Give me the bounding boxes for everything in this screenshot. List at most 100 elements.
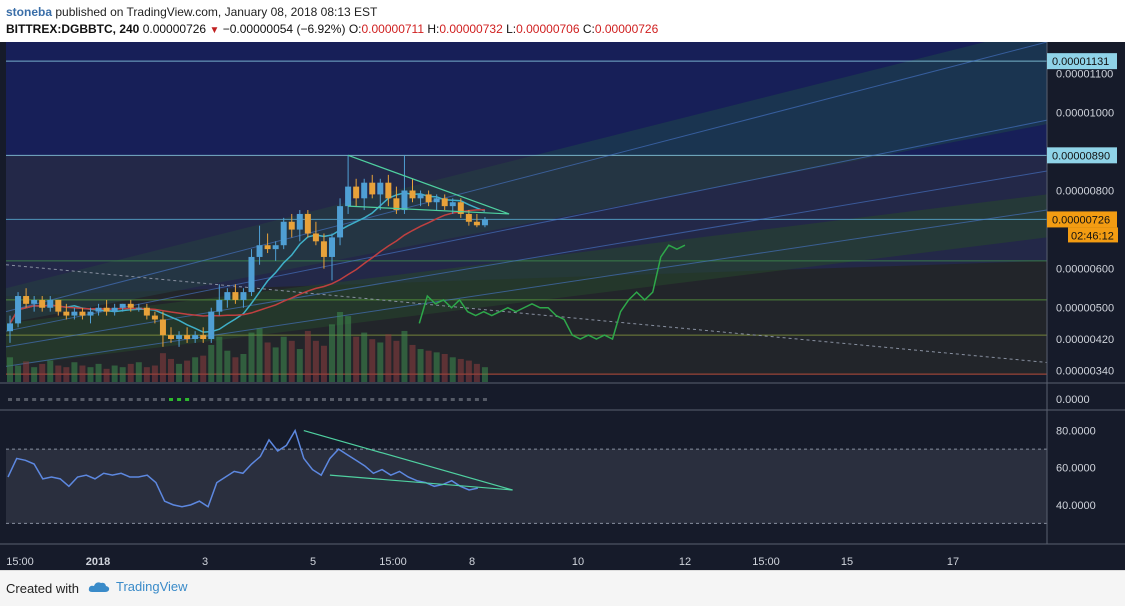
candle-body — [159, 319, 166, 336]
price-tick-label: 0.00001000 — [1056, 107, 1114, 119]
fan-line — [5, 119, 1048, 332]
open-label: O: — [348, 22, 362, 36]
volume-bar — [377, 342, 384, 382]
macd-histogram-bar — [96, 398, 101, 401]
macd-histogram-bar — [201, 398, 206, 401]
time-tick-label: 2018 — [86, 556, 110, 568]
macd-histogram-bar — [362, 398, 367, 401]
candle-body — [63, 311, 70, 316]
volume-bar — [135, 362, 142, 382]
countdown-text: 02:46:12 — [1071, 230, 1114, 242]
time-tick-label: 15 — [841, 556, 853, 568]
candle-body — [224, 292, 231, 300]
time-tick-label: 15:00 — [379, 556, 407, 568]
candle-body — [377, 182, 384, 195]
triangle-pattern — [347, 154, 510, 215]
candle-body — [39, 299, 46, 308]
rsi-pane — [6, 428, 1047, 524]
macd-histogram-bar — [289, 398, 294, 401]
symbol-label: BITTREX:DGBBTC, 240 — [6, 22, 140, 36]
volume-bar — [216, 336, 223, 382]
candle-body — [111, 307, 118, 312]
macd-histogram-bar — [273, 398, 278, 401]
candle-body — [248, 256, 255, 293]
volume-bar — [47, 360, 54, 382]
macd-histogram-bar — [305, 398, 310, 401]
candle-body — [449, 202, 456, 207]
macd-histogram-bar — [394, 398, 399, 401]
macd-histogram-bar — [112, 398, 117, 401]
publish-line: stoneba published on TradingView.com, Ja… — [6, 5, 377, 19]
high-value: 0.00000732 — [439, 22, 503, 36]
rsi-band-fill — [6, 449, 1047, 524]
candle-body — [329, 237, 335, 257]
macd-histogram-bar — [8, 398, 12, 401]
macd-histogram-bar — [482, 398, 487, 401]
volume-bar — [111, 365, 118, 382]
macd-histogram-bar — [160, 398, 165, 401]
price-change: −0.00000054 (−6.92%) — [222, 22, 346, 36]
candle-body — [361, 182, 368, 199]
macd-histogram-bar — [426, 398, 431, 401]
macd-histogram-bar — [474, 398, 479, 401]
volume-bar — [369, 339, 376, 382]
candle-body — [184, 335, 191, 340]
candle-body — [208, 311, 215, 340]
volume-bar — [353, 336, 360, 382]
macd-histogram-bar — [144, 398, 149, 401]
rsi-tick-label: 60.0000 — [1056, 463, 1096, 475]
rsi-line — [7, 428, 478, 508]
chart-area[interactable]: 0.00001100 0.00001000 0.00000800 0.00000600… — [0, 42, 1125, 570]
candle-body — [119, 303, 126, 308]
volume-bar — [95, 363, 102, 382]
macd-histogram-bar — [257, 398, 262, 401]
down-arrow-icon: ▼ — [209, 25, 220, 36]
macd-histogram-bar — [370, 398, 375, 401]
candle-body — [71, 311, 78, 316]
candle-body — [168, 335, 174, 340]
macd-pane — [0, 384, 1125, 410]
macd-histogram-bar — [24, 398, 29, 401]
price-label-text: 0.00000726 — [1052, 214, 1110, 226]
candle-body — [320, 241, 327, 257]
macd-histogram-bar — [177, 398, 182, 401]
macd-histogram-bar — [233, 398, 238, 401]
volume-bar — [409, 344, 416, 382]
macd-histogram-bar — [402, 398, 407, 401]
volume-bar — [23, 361, 30, 382]
volume-bar — [159, 353, 166, 382]
macd-histogram-bar — [193, 398, 198, 401]
volume-bar — [103, 368, 110, 382]
macd-histogram-bar — [72, 398, 77, 401]
macd-histogram-bar — [458, 398, 463, 401]
candle-body — [15, 296, 22, 324]
candle-body — [256, 245, 263, 257]
author-name[interactable]: stoneba — [6, 5, 53, 19]
volume-bar — [296, 349, 303, 382]
volume-bar — [256, 328, 263, 382]
candle-body — [232, 292, 239, 300]
macd-histogram-bar — [450, 398, 455, 401]
candle-body — [216, 299, 223, 312]
fan-band-middle — [6, 42, 1047, 324]
fan-line — [5, 170, 1048, 348]
time-tick-label: 17 — [947, 556, 959, 568]
volume-bar — [320, 345, 327, 382]
countdown-box — [1068, 227, 1118, 243]
volume-bar — [401, 330, 408, 382]
macd-histogram-bar — [136, 398, 141, 401]
low-value: 0.00000706 — [516, 22, 580, 36]
tradingview-link[interactable]: TradingView — [88, 579, 188, 594]
macd-tick-label: 0.0000 — [1056, 394, 1090, 406]
rsi-tick-label: 40.0000 — [1056, 500, 1096, 512]
price-pane[interactable] — [5, 42, 1048, 382]
fib-retracement-zone — [6, 155, 1047, 375]
volume-bar — [79, 365, 86, 382]
candle-body — [457, 202, 464, 214]
volume-bar — [63, 367, 70, 382]
macd-histogram-bar — [346, 398, 351, 401]
candle-body — [143, 307, 150, 316]
candle-body — [385, 182, 392, 199]
macd-histogram-bar — [297, 398, 302, 401]
volume-bar — [232, 357, 239, 382]
